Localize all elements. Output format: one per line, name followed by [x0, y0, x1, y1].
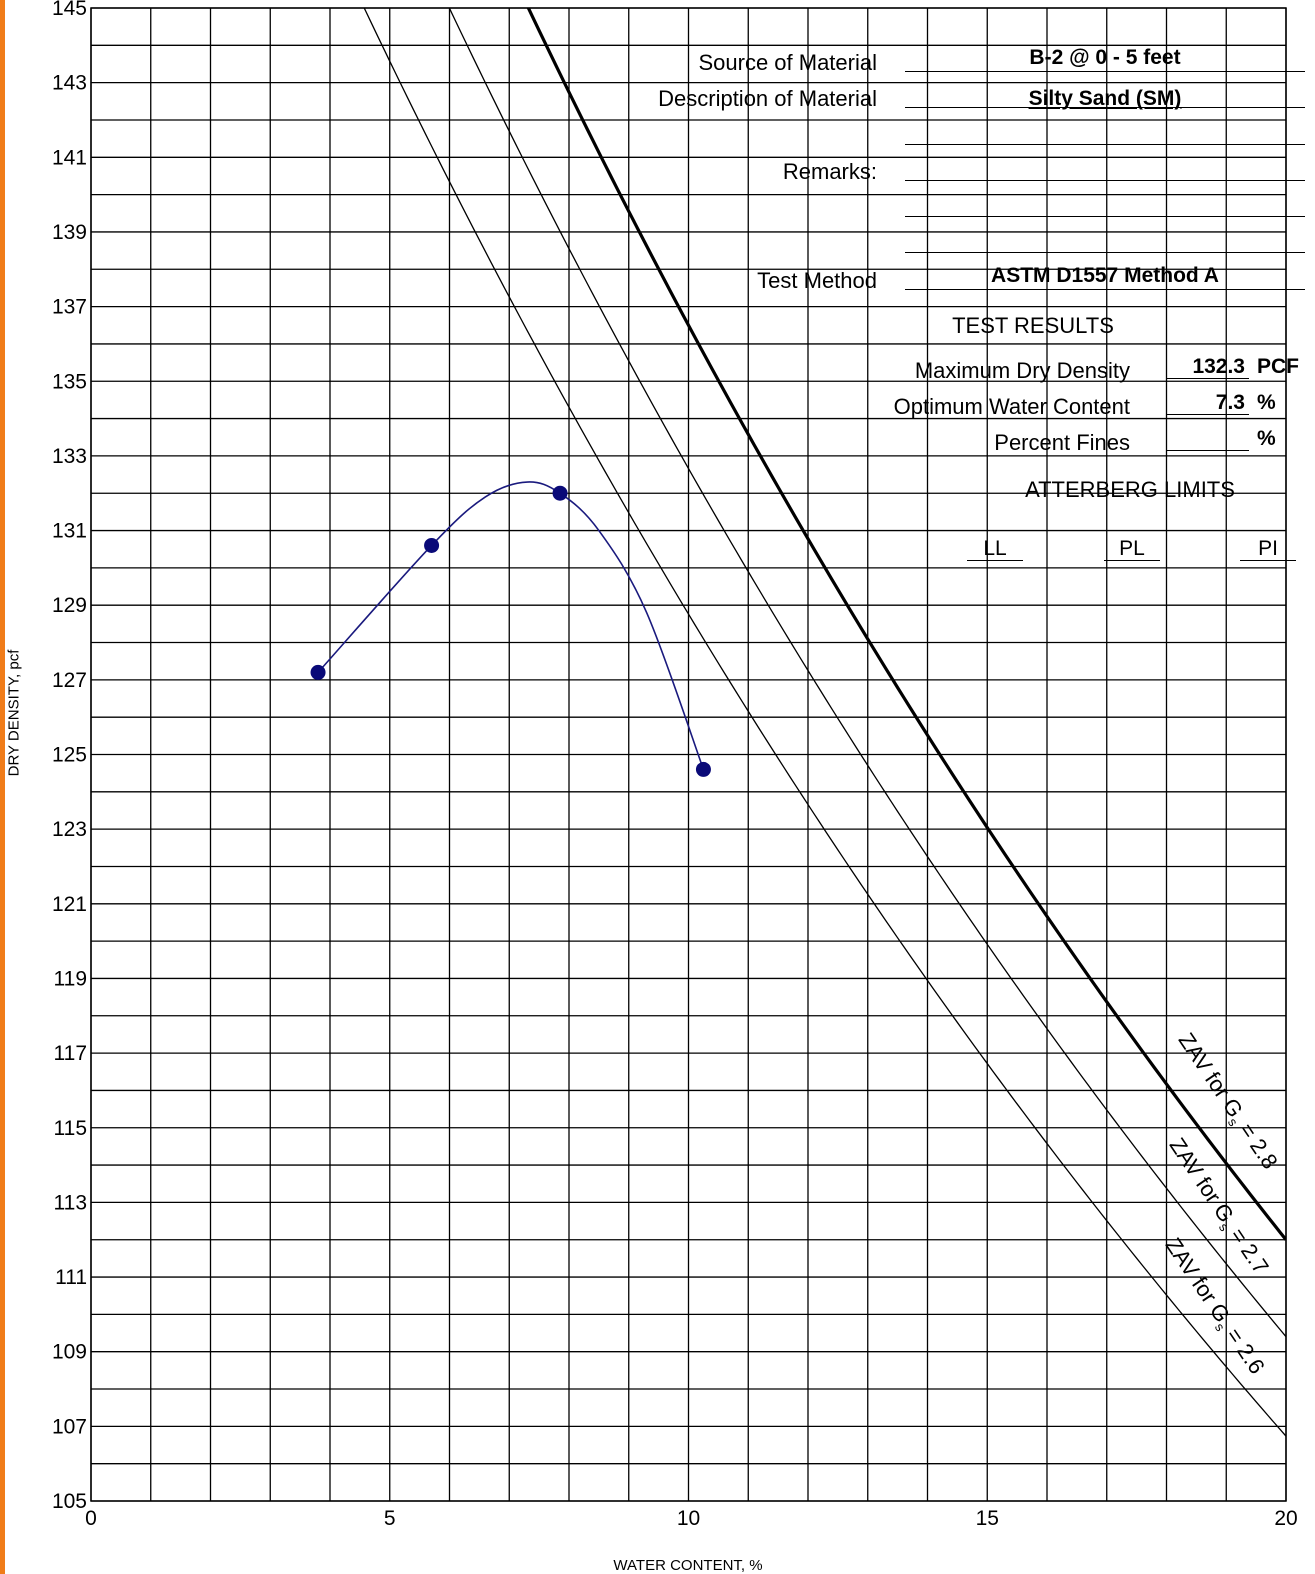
x-tick-label: 15: [976, 1507, 999, 1530]
max-dry-density-rule: [1167, 378, 1249, 379]
y-tick-label: 135: [52, 370, 87, 393]
description-rule: [905, 107, 1305, 108]
percent-fines-label: Percent Fines: [994, 430, 1130, 455]
x-tick-label: 10: [677, 1507, 700, 1530]
y-tick-label: 109: [52, 1341, 87, 1364]
zav-curve-2-8: [526, 8, 1286, 1241]
y-tick-label: 105: [52, 1490, 87, 1513]
y-tick-label: 107: [52, 1415, 87, 1438]
y-tick-label: 123: [52, 818, 87, 841]
zav-curve-2-7: [448, 8, 1286, 1338]
y-tick-label: 145: [52, 0, 87, 20]
y-tick-label: 131: [52, 520, 87, 543]
x-axis-label: WATER CONTENT, %: [613, 1557, 763, 1574]
y-tick-label: 119: [54, 967, 87, 990]
y-tick-label: 143: [52, 72, 87, 95]
source-label: Source of Material: [698, 50, 877, 75]
description-value: Silty Sand (SM): [1028, 87, 1182, 110]
remarks-rule-3: [905, 252, 1305, 253]
max-dry-density-label: Maximum Dry Density: [914, 358, 1130, 383]
percent-fines-unit: %: [1257, 427, 1276, 450]
remarks-rule: [905, 180, 1305, 181]
atterberg-heading: ATTERBERG LIMITS: [1025, 477, 1235, 502]
x-tick-label: 20: [1274, 1507, 1297, 1530]
y-tick-label: 137: [52, 296, 87, 319]
source-rule: [905, 71, 1305, 72]
y-tick-label: 115: [54, 1117, 87, 1140]
data-point: [310, 664, 326, 680]
y-tick-label: 129: [52, 594, 87, 617]
zav-curve-2-6: [363, 8, 1286, 1437]
optimum-water-rule: [1167, 414, 1249, 415]
y-tick-label: 133: [52, 445, 87, 468]
blank-rule-1: [905, 144, 1305, 145]
y-tick-label: 117: [54, 1042, 87, 1065]
test-method-value: ASTM D1557 Method A: [991, 264, 1219, 287]
plot-frame: [90, 7, 1287, 1502]
y-tick-label: 111: [55, 1266, 87, 1289]
remarks-rule-2: [905, 216, 1305, 217]
left-edge-bar: [0, 0, 5, 1574]
y-tick-label: 121: [52, 893, 87, 916]
pl-label: PL: [1119, 537, 1145, 560]
y-tick-label: 125: [52, 744, 87, 767]
y-tick-label: 141: [52, 146, 87, 169]
source-value: B-2 @ 0 - 5 feet: [1029, 46, 1181, 69]
data-point: [424, 537, 440, 553]
ll-label: LL: [983, 537, 1007, 560]
percent-fines-rule: [1167, 450, 1249, 451]
pi-rule: [1240, 560, 1296, 561]
compaction-curve: [317, 481, 705, 770]
optimum-water-value: 7.3: [1215, 391, 1245, 414]
data-point: [552, 485, 568, 501]
optimum-water-unit: %: [1257, 391, 1276, 414]
test-method-label: Test Method: [757, 268, 877, 293]
y-tick-label: 139: [52, 221, 87, 244]
y-tick-label: 127: [52, 669, 87, 692]
description-label: Description of Material: [658, 86, 877, 111]
pi-label: PI: [1258, 537, 1278, 560]
test-results-heading: TEST RESULTS: [952, 313, 1114, 338]
optimum-water-label: Optimum Water Content: [893, 394, 1130, 419]
remarks-label: Remarks:: [782, 159, 877, 184]
y-axis-label: DRY DENSITY, pcf: [5, 649, 23, 777]
y-tick-label: 113: [54, 1191, 87, 1214]
ll-rule: [967, 560, 1023, 561]
pl-rule: [1104, 560, 1160, 561]
data-point: [695, 761, 711, 777]
x-tick-label: 5: [384, 1507, 396, 1530]
x-tick-label: 0: [85, 1507, 97, 1530]
max-dry-density-unit: PCF: [1257, 355, 1299, 378]
max-dry-density-value: 132.3: [1192, 355, 1245, 378]
test-method-rule: [905, 289, 1305, 290]
